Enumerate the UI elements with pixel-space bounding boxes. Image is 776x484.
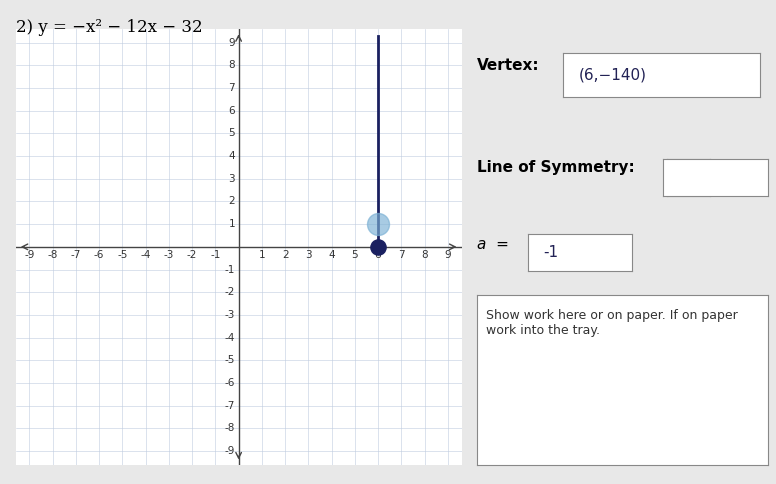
Text: -4: -4 — [140, 250, 151, 260]
Text: 9: 9 — [445, 250, 451, 260]
Text: 8: 8 — [421, 250, 428, 260]
Point — [372, 220, 384, 228]
Text: 6: 6 — [680, 170, 690, 185]
Text: -9: -9 — [225, 446, 235, 456]
Text: -7: -7 — [225, 401, 235, 410]
Text: -3: -3 — [164, 250, 174, 260]
Text: -8: -8 — [225, 424, 235, 433]
Text: -1: -1 — [225, 265, 235, 274]
Text: 2) y = −x² − 12x − 32: 2) y = −x² − 12x − 32 — [16, 19, 202, 36]
Text: -3: -3 — [225, 310, 235, 320]
Text: 7: 7 — [228, 83, 235, 93]
Text: 2: 2 — [282, 250, 289, 260]
Text: a  =: a = — [477, 237, 509, 252]
Text: -1: -1 — [543, 245, 559, 260]
Text: 5: 5 — [228, 128, 235, 138]
Text: 1: 1 — [258, 250, 265, 260]
Text: 4: 4 — [328, 250, 335, 260]
Text: -6: -6 — [94, 250, 104, 260]
Text: -7: -7 — [71, 250, 81, 260]
Text: 4: 4 — [228, 151, 235, 161]
Text: 9: 9 — [228, 38, 235, 47]
Text: 8: 8 — [228, 60, 235, 70]
Text: -1: -1 — [210, 250, 220, 260]
Text: 1: 1 — [228, 219, 235, 229]
Text: -4: -4 — [225, 333, 235, 343]
Text: 7: 7 — [398, 250, 404, 260]
Text: 3: 3 — [228, 174, 235, 184]
Text: 2: 2 — [228, 197, 235, 207]
Point — [372, 243, 384, 251]
Text: Line of Symmetry:: Line of Symmetry: — [477, 160, 635, 175]
Text: -5: -5 — [225, 355, 235, 365]
Text: -2: -2 — [225, 287, 235, 297]
Text: 6: 6 — [228, 106, 235, 116]
Text: -2: -2 — [187, 250, 197, 260]
Text: 3: 3 — [305, 250, 312, 260]
Text: 5: 5 — [352, 250, 359, 260]
Text: -6: -6 — [225, 378, 235, 388]
Text: Vertex:: Vertex: — [477, 58, 540, 73]
Text: Show work here or on paper. If on paper
work into the tray.: Show work here or on paper. If on paper … — [486, 309, 738, 337]
Text: 6: 6 — [375, 250, 381, 260]
Text: -8: -8 — [47, 250, 58, 260]
Text: (6,−140): (6,−140) — [578, 68, 646, 82]
Text: -9: -9 — [24, 250, 35, 260]
Text: -5: -5 — [117, 250, 127, 260]
